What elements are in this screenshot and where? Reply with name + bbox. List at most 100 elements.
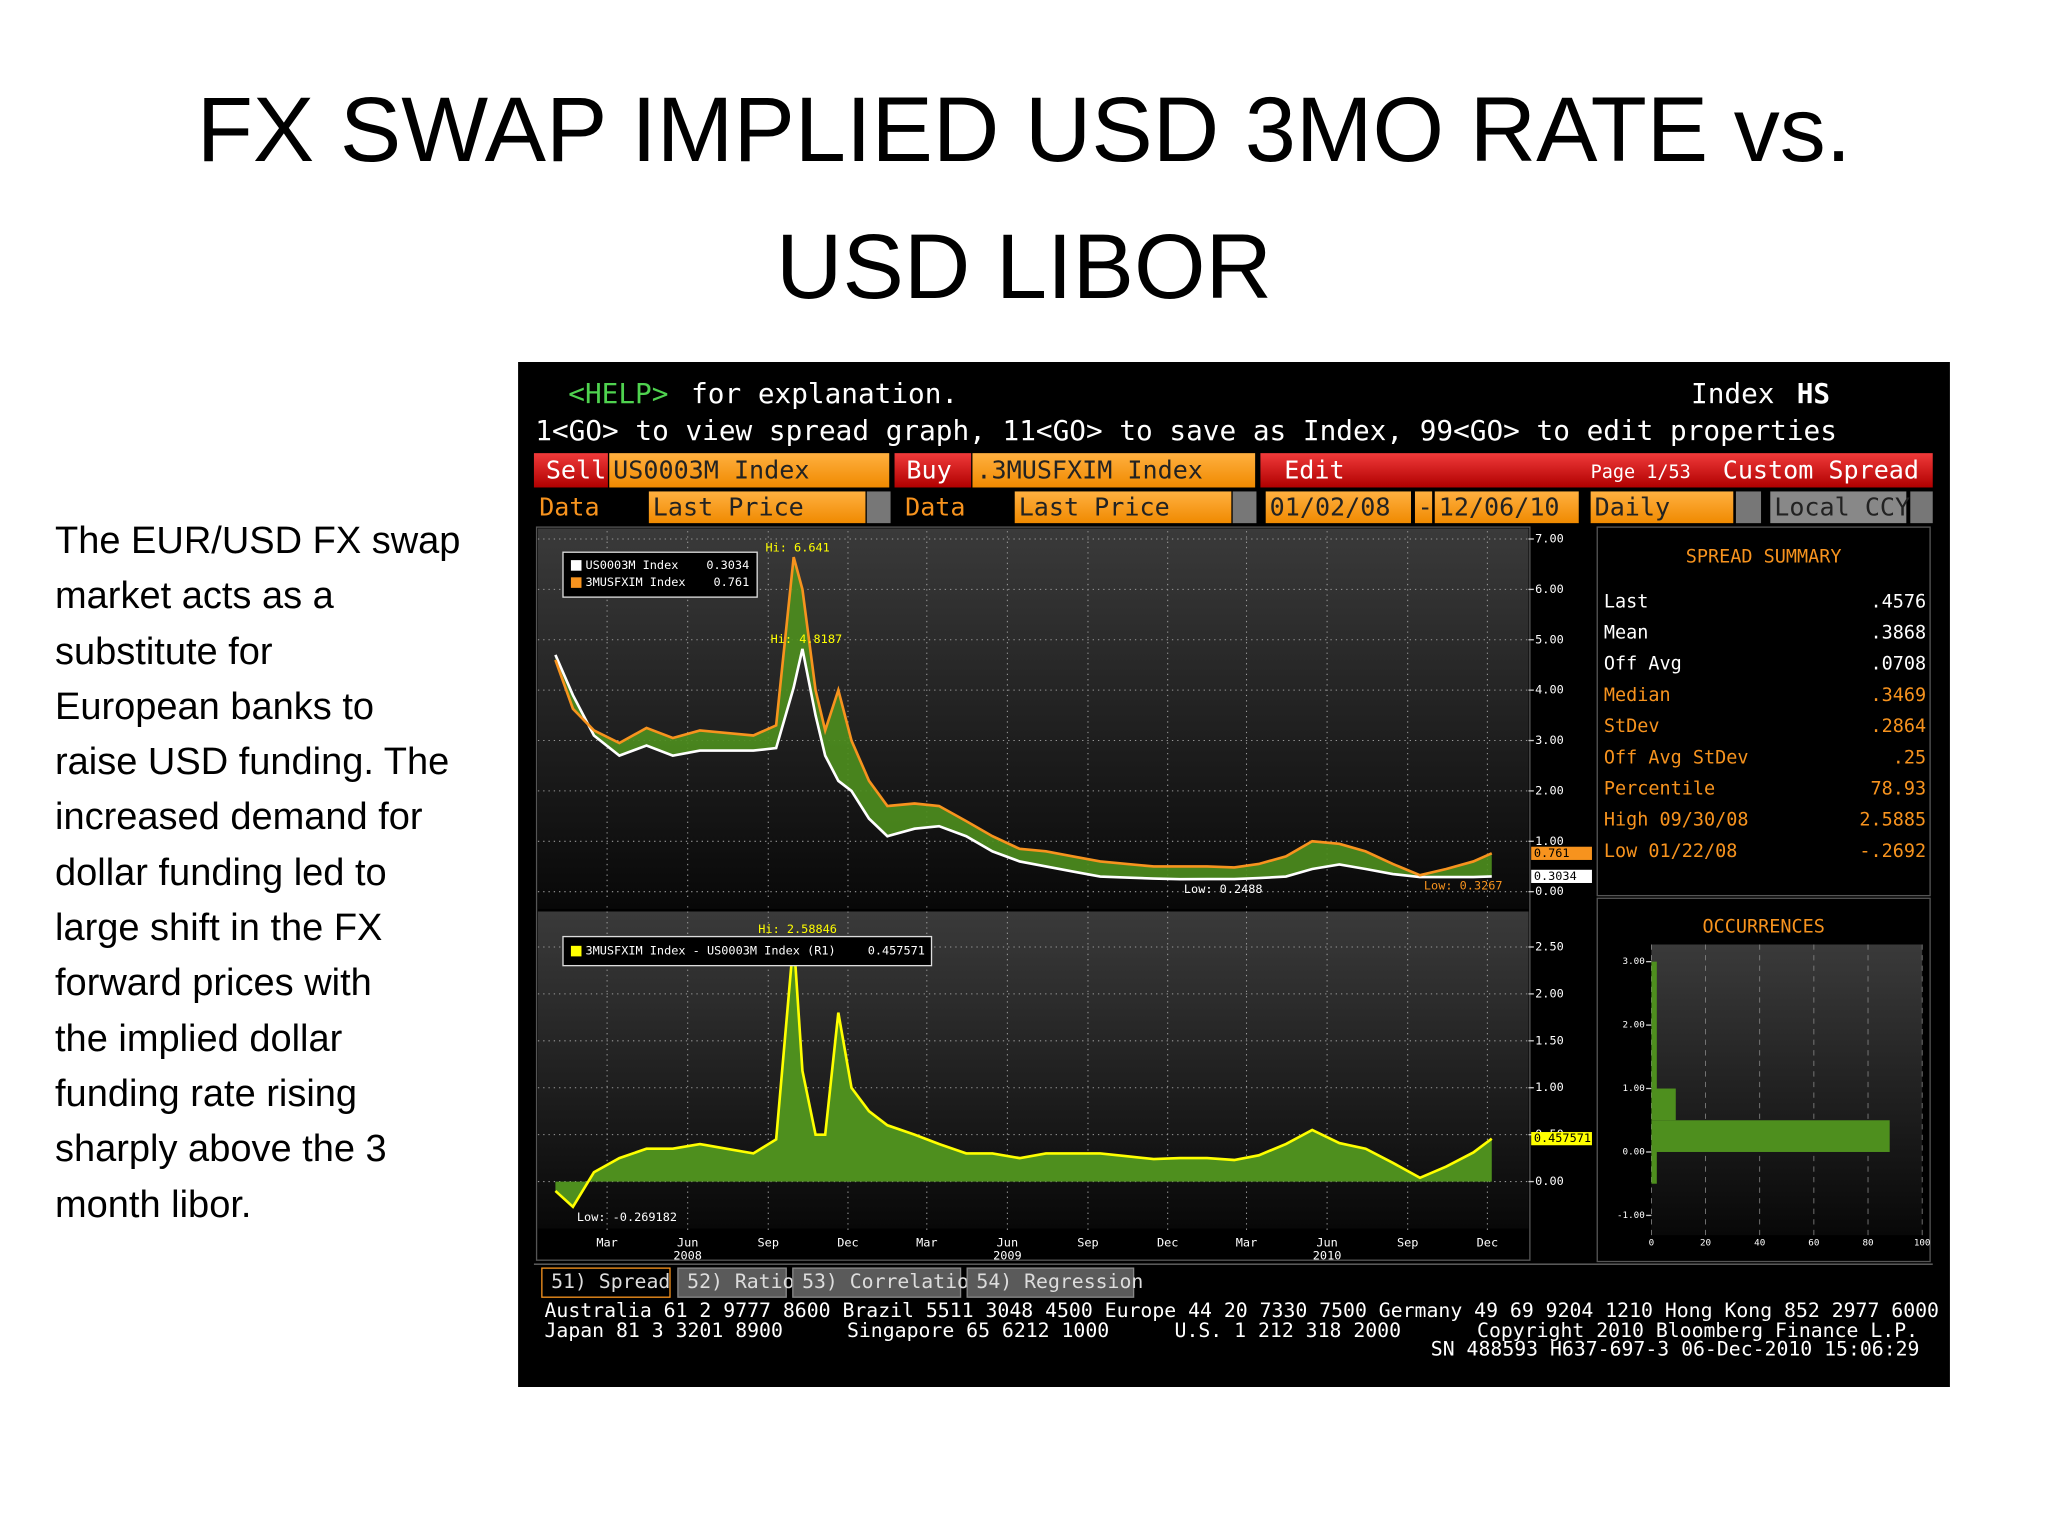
summary-value: .2864 (1870, 716, 1926, 737)
y-tick-label: 0.00 (1623, 1146, 1645, 1157)
range-sep-bg (1414, 491, 1433, 524)
series-line (554, 556, 1493, 877)
y-tick-label: 7.00 (1535, 531, 1564, 545)
dropdown[interactable] (1910, 491, 1933, 524)
index-code: HS (1797, 377, 1830, 410)
legend-swatch (570, 577, 582, 588)
legend-swatch (570, 560, 582, 571)
y-tick-label: 2.00 (1623, 1020, 1645, 1031)
help-key: <HELP> (568, 377, 668, 410)
edit-label[interactable]: Edit (1284, 456, 1344, 485)
x-tick-label: Dec (1477, 1236, 1498, 1250)
x-tick-label: Sep (758, 1236, 779, 1250)
last-value-tag (1531, 846, 1592, 860)
body-line: forward prices with (55, 962, 372, 1005)
summary-panel (1596, 526, 1931, 897)
field-2[interactable] (1014, 491, 1232, 524)
annotation: Low: 0.3267 (1424, 878, 1503, 892)
body-line: sharply above the 3 (55, 1128, 387, 1171)
hist-plot-bg (1651, 944, 1923, 1236)
tab-label[interactable]: 51) Spread (551, 1270, 670, 1293)
y-tick-label: 2.00 (1535, 783, 1564, 797)
body-line: funding rate rising (55, 1072, 358, 1115)
x-tick-label: Mar (916, 1236, 937, 1250)
y-tick-label: 5.00 (1535, 632, 1564, 646)
body-line: market acts as a (55, 575, 334, 618)
summary-value: .4576 (1870, 591, 1926, 612)
summary-label: Off Avg StDev (1604, 747, 1749, 768)
tab[interactable] (792, 1267, 962, 1298)
y-tick-label: 2.00 (1535, 986, 1564, 1000)
dropdown[interactable] (1735, 491, 1762, 524)
y-tick-label: 3.00 (1623, 956, 1645, 967)
data-label: Data (539, 493, 599, 522)
summary-label: Off Avg (1604, 654, 1682, 675)
legend-box (562, 551, 758, 598)
period-field[interactable] (1590, 491, 1734, 524)
buy-field[interactable] (972, 453, 1256, 488)
spread-area (555, 938, 1492, 1207)
tab-label[interactable]: 54) Regression (976, 1270, 1143, 1293)
end-date-text: 12/06/10 (1439, 493, 1560, 522)
y-tick-label: 1.00 (1535, 834, 1564, 848)
currency-field[interactable] (1770, 491, 1907, 524)
title-line: FX SWAP IMPLIED USD 3MO RATE vs. (196, 79, 1852, 181)
x-year-label: 2009 (993, 1249, 1022, 1263)
dropdown[interactable] (866, 491, 891, 524)
summary-label: Mean (1604, 623, 1649, 644)
slide-body: The EUR/USD FX swap market acts as a subst… (55, 514, 460, 1233)
body-line: increased demand for (55, 796, 423, 839)
currency-text: Local CCY (1774, 493, 1910, 522)
help-text: for explanation. (691, 377, 958, 410)
x-tick-label: Jun (677, 1236, 698, 1250)
x-tick-label: 20 (1700, 1238, 1711, 1249)
legend-label: 3MUSFXIM Index (585, 575, 685, 589)
body-line: month libor. (55, 1183, 252, 1226)
dropdown[interactable] (1232, 491, 1257, 524)
tab-label[interactable]: 53) Correlation (802, 1270, 981, 1293)
sell-field[interactable] (609, 453, 890, 488)
buy-ticker: .3MUSFXIM Index (976, 456, 1202, 485)
body-line: dollar funding led to (55, 851, 387, 894)
tab[interactable] (677, 1267, 787, 1298)
buy-label: Buy (906, 456, 951, 485)
body-line: The EUR/USD FX swap (55, 520, 461, 562)
spread-line (554, 938, 1493, 1209)
summary-value: .25 (1893, 747, 1926, 768)
y-tick-label: 4.00 (1535, 683, 1564, 697)
legend-label: US0003M Index (585, 558, 678, 572)
command-line: 1<GO> to view spread graph, 11<GO> to sa… (535, 414, 1837, 447)
data-label: Data (905, 493, 965, 522)
summary-label: StDev (1604, 716, 1660, 737)
edit-bar[interactable] (1260, 453, 1933, 488)
last-value-tag (1531, 1132, 1592, 1146)
footer-text: U.S. 1 212 318 2000 (1175, 1319, 1401, 1342)
tab[interactable] (966, 1267, 1135, 1298)
hist-title: OCCURRENCES (1702, 916, 1824, 937)
chart-frame (535, 526, 1531, 1261)
x-tick-label: Mar (1236, 1236, 1257, 1250)
x-tick-label: 60 (1808, 1238, 1819, 1249)
buy-tag (894, 453, 972, 488)
start-date[interactable] (1265, 491, 1411, 524)
summary-value: -.2692 (1859, 841, 1926, 862)
legend-label: 3MUSFXIM Index - US0003M Index (R1) (585, 944, 835, 958)
x-tick-label: Dec (837, 1236, 858, 1250)
field-1[interactable] (648, 491, 866, 524)
y-tick-label: 0.00 (1535, 884, 1564, 898)
y-tick-label: 1.00 (1535, 1080, 1564, 1094)
slide-title: FX SWAP IMPLIED USD 3MO RATE vs. USD LIB… (0, 62, 2048, 336)
footer-text: Singapore 65 6212 1000 (847, 1319, 1109, 1342)
series-line (554, 648, 1492, 881)
end-date[interactable] (1434, 491, 1579, 524)
summary-label: Median (1604, 685, 1671, 706)
last-value-label: 0.761 (1534, 846, 1570, 860)
tab[interactable] (541, 1267, 671, 1298)
page-label: Page 1/53 (1591, 462, 1691, 483)
summary-value: .3868 (1870, 623, 1926, 644)
sell-tag (533, 453, 608, 488)
tab-label[interactable]: 52) Ratio (687, 1270, 794, 1293)
title-line: USD LIBOR (776, 216, 1272, 318)
range-sep: - (1418, 493, 1433, 522)
y-tick-label: 0.00 (1535, 1174, 1564, 1188)
